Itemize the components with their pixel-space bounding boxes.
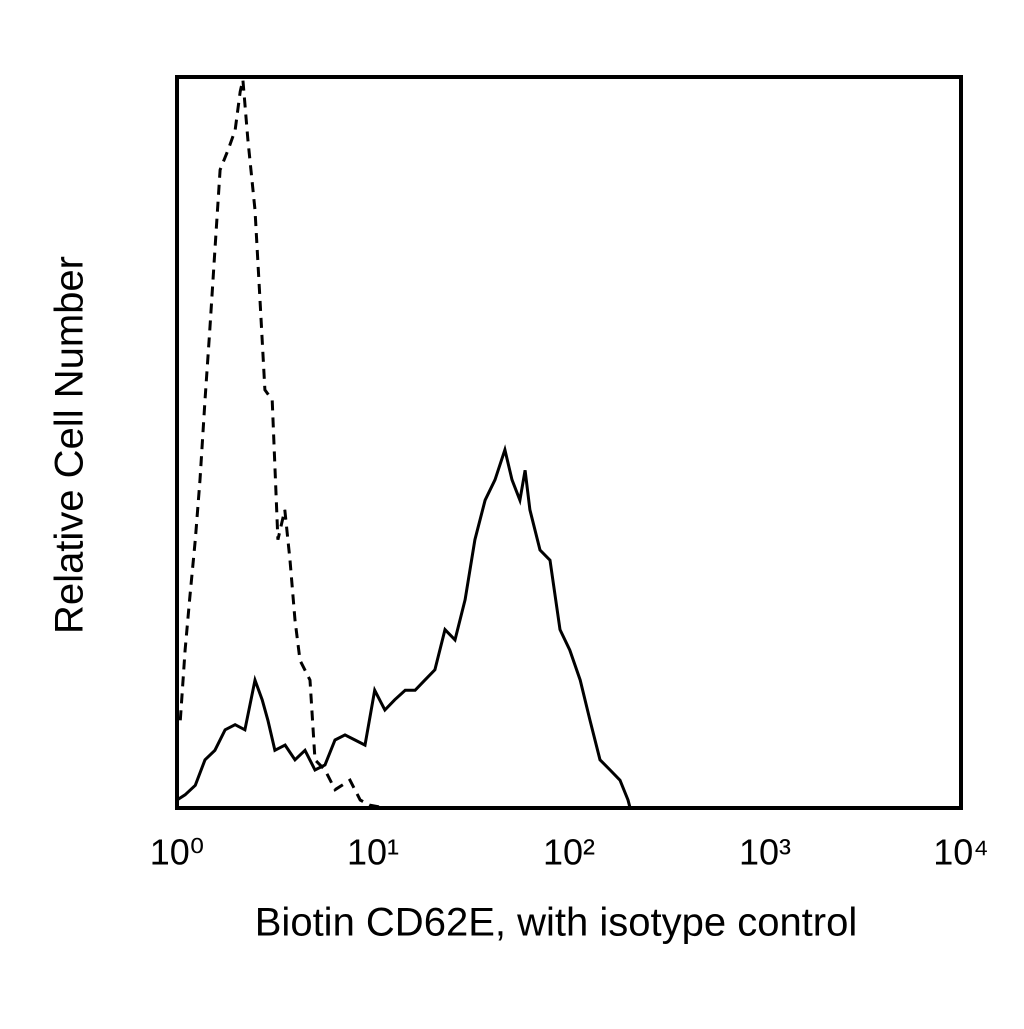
x-tick-label: 10² [543,832,595,873]
x-tick-label: 10¹ [347,832,399,873]
histogram-line [176,444,632,809]
y-axis-label: Relative Cell Number [48,256,92,634]
x-tick-label: 10³ [739,832,791,873]
x-tick-label: 10⁰ [150,832,204,873]
plot-frame [175,75,963,810]
histogram-line [178,79,386,810]
x-axis-label: Biotin CD62E, with isotype control [255,901,858,945]
x-tick-label: 10⁴ [933,832,989,873]
